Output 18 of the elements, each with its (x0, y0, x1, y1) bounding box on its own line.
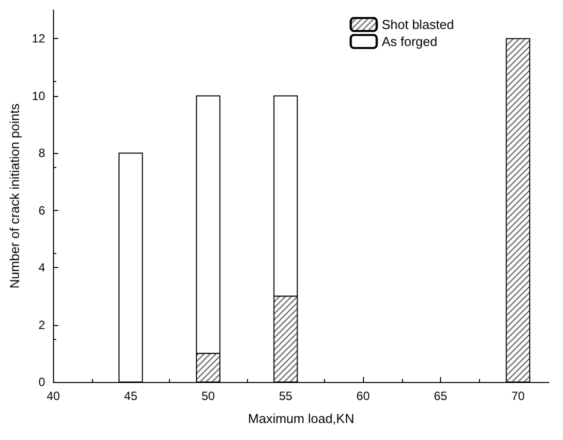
x-tick-label: 50 (201, 389, 216, 403)
legend-label: Shot blasted (382, 17, 454, 32)
y-tick-label: 6 (38, 203, 46, 218)
x-tick-label: 60 (356, 389, 370, 403)
y-tick-label: 12 (32, 32, 46, 46)
y-tick-label: 10 (32, 88, 46, 103)
y-axis-title: Number of crack initiation points (7, 103, 22, 288)
x-tick-label: 70 (511, 389, 526, 403)
y-tick-label: 4 (38, 260, 46, 275)
x-tick-label: 65 (434, 389, 448, 403)
x-tick-label: 45 (124, 389, 138, 403)
x-tick-label: 55 (278, 389, 293, 403)
y-tick-label: 2 (38, 318, 46, 332)
x-tick-label: 40 (46, 389, 60, 403)
y-tick-label: 8 (38, 146, 46, 160)
x-axis-title: Maximum load,KN (248, 411, 354, 426)
y-tick-label: 0 (38, 375, 46, 389)
legend-label: As forged (382, 34, 438, 49)
